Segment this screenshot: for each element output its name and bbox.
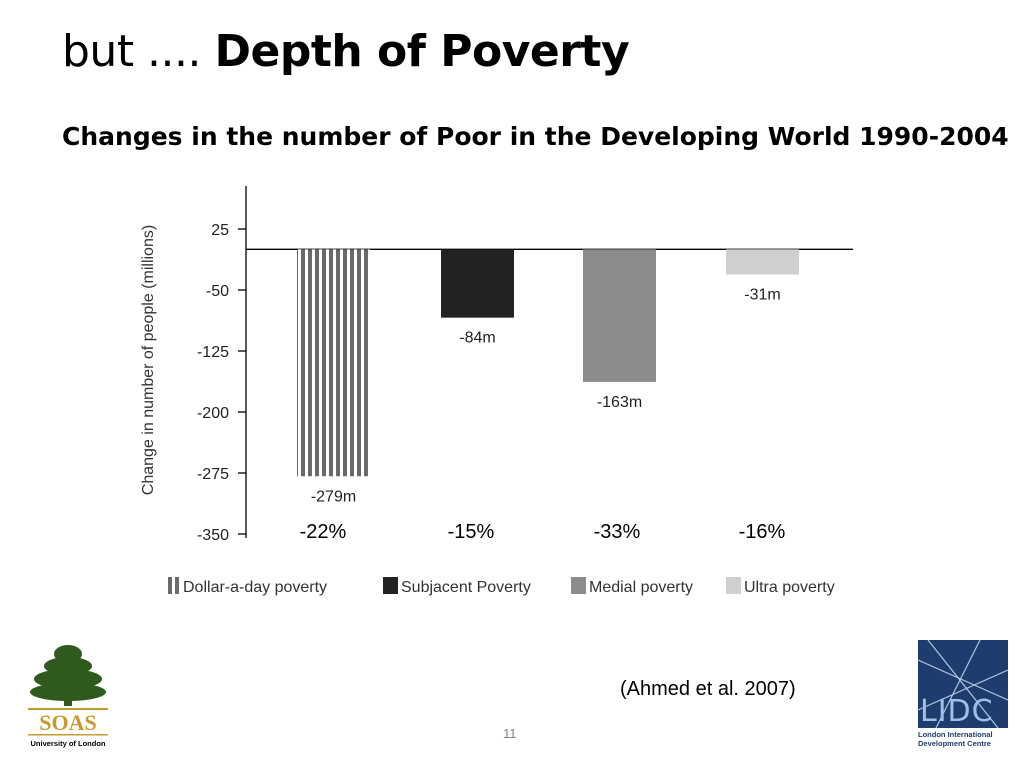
y-tick-label: -275 xyxy=(197,466,229,483)
percent-label-1: -15% xyxy=(448,521,495,543)
slide-title: but .... Depth of Poverty xyxy=(62,26,630,77)
percent-label-3: -16% xyxy=(739,521,786,543)
soas-subtitle: University of London xyxy=(31,739,106,748)
citation: (Ahmed et al. 2007) xyxy=(620,678,796,700)
y-tick-label: 25 xyxy=(211,222,229,239)
lidc-line1: London International xyxy=(918,730,993,739)
bar-0 xyxy=(297,249,370,477)
legend-swatch-1 xyxy=(383,577,398,594)
y-tick-label: -50 xyxy=(206,283,229,300)
y-tick-label: -125 xyxy=(197,344,229,361)
poverty-bar-chart: 25 -50 -125 -200 -275 -350 Change in number of… xyxy=(140,186,853,596)
soas-logo: SOAS University of London xyxy=(22,640,114,755)
lidc-letters: LIDC xyxy=(920,694,994,728)
lidc-star-icon xyxy=(918,640,1008,728)
y-axis-label: Change in number of people (millions) xyxy=(140,225,157,495)
legend-swatch-3 xyxy=(726,577,741,594)
page-number: 11 xyxy=(503,726,517,741)
y-tick-label: -350 xyxy=(197,527,229,544)
legend-label-1: Subjacent Poverty xyxy=(401,579,531,596)
legend-label-3: Ultra poverty xyxy=(744,579,835,596)
soas-tree-icon: SOAS University of London xyxy=(28,645,108,748)
lidc-emblem: LIDC xyxy=(918,640,1008,728)
lidc-logo: LIDC London International Development Ce… xyxy=(918,640,1008,755)
slide-subtitle: Changes in the number of Poor in the Dev… xyxy=(62,122,1009,151)
bar-2 xyxy=(583,249,656,382)
value-label-1: -84m xyxy=(459,330,495,347)
value-label-0: -279m xyxy=(311,488,356,505)
percent-label-2: -33% xyxy=(594,521,641,543)
y-tick-label: -200 xyxy=(197,405,229,422)
legend-label-2: Medial poverty xyxy=(589,579,693,596)
lidc-caption: London International Development Centre xyxy=(918,730,993,748)
legend-label-0: Dollar-a-day poverty xyxy=(183,579,327,596)
percent-label-0: -22% xyxy=(300,521,347,543)
title-prefix: but .... xyxy=(62,26,215,77)
value-label-3: -31m xyxy=(744,287,780,304)
value-label-2: -163m xyxy=(597,394,642,411)
bar-3 xyxy=(726,249,799,275)
bar-1 xyxy=(441,249,514,318)
legend-swatch-2 xyxy=(571,577,586,594)
soas-name: SOAS xyxy=(39,710,96,735)
title-bold: Depth of Poverty xyxy=(214,26,630,77)
legend-swatch-0 xyxy=(165,577,180,594)
lidc-line2: Development Centre xyxy=(918,739,991,748)
